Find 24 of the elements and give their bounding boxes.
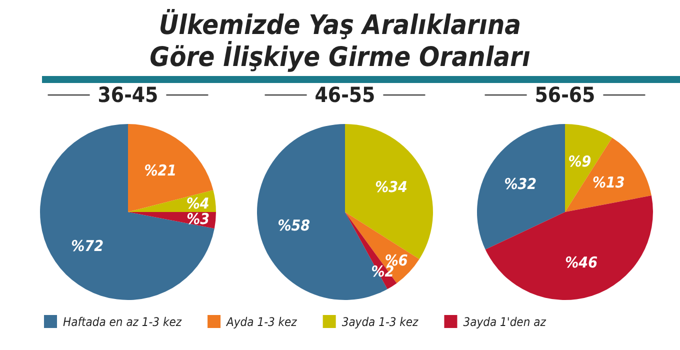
pie-slice — [485, 196, 653, 300]
chart-title: 56-65 — [534, 83, 596, 107]
legend-label: Ayda 1-3 kez — [226, 315, 298, 330]
data-label: %46 — [565, 253, 598, 272]
legend-label: 3ayda 1'den az — [463, 315, 546, 330]
chart-title: 46-55 — [314, 83, 376, 107]
data-label: %4 — [186, 194, 210, 212]
text: Göre İlişkiye Girme Oranları — [150, 40, 530, 73]
legend-label: 3ayda 1-3 kez — [342, 315, 419, 330]
data-label: %32 — [504, 174, 537, 193]
pie-slice — [477, 124, 565, 250]
pie-slice — [128, 124, 214, 212]
chart-title: 36-45 — [98, 83, 158, 107]
pie-slice — [40, 124, 214, 300]
pie-slice — [565, 138, 652, 212]
text: Ülkemizde Yaş Aralıklarına — [158, 8, 522, 41]
data-label: %72 — [71, 236, 104, 255]
legend-label: Haftada en az 1-3 kez — [63, 315, 182, 330]
data-label: %9 — [568, 152, 592, 171]
data-label: %34 — [375, 178, 408, 196]
data-label: %13 — [592, 174, 625, 192]
data-label: %58 — [278, 216, 310, 234]
data-label: %3 — [186, 210, 210, 228]
data-label: %21 — [144, 162, 177, 180]
